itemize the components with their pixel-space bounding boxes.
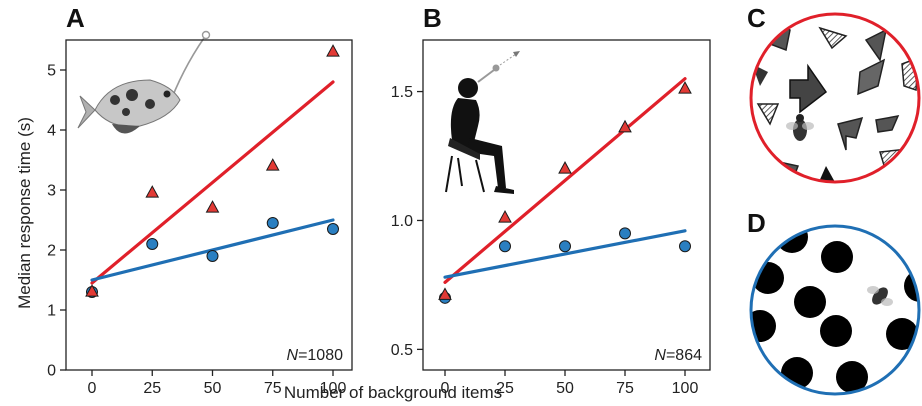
data-point-circle xyxy=(619,227,631,240)
y-tick-label: 2 xyxy=(47,243,56,260)
data-point-triangle xyxy=(145,185,160,198)
panel-label-c: C xyxy=(747,3,766,33)
y-tick-label: 4 xyxy=(47,123,56,140)
data-point-circle xyxy=(499,240,511,253)
fly-icon xyxy=(867,286,893,306)
y-tick-label: 1.0 xyxy=(391,213,413,230)
fit-line-red xyxy=(90,80,335,285)
archerfish-icon xyxy=(77,30,211,134)
x-tick-label: 0 xyxy=(88,380,97,397)
y-axis-label: Median response time (s) xyxy=(15,117,34,309)
plot-frame-b xyxy=(422,39,711,371)
y-tick-label: 0 xyxy=(47,363,56,380)
data-point-circle xyxy=(679,240,691,253)
y-tick-label: 0.5 xyxy=(391,342,413,359)
data-point-triangle xyxy=(85,284,99,297)
data-point-circle xyxy=(327,223,339,235)
human-with-blowpipe-icon xyxy=(445,51,520,194)
panel-label-b: B xyxy=(423,3,442,33)
data-point-triangle xyxy=(678,81,692,94)
x-tick-label: 75 xyxy=(616,380,634,397)
data-point-circle xyxy=(559,240,571,253)
sample-size-annotation-a: N=1080 xyxy=(287,347,344,364)
panel-label-a: A xyxy=(66,3,85,33)
panel-c-border xyxy=(749,12,921,184)
data-point-triangle xyxy=(618,119,632,133)
data-point-triangle xyxy=(498,210,512,223)
x-axis-label: Number of background items xyxy=(284,383,502,402)
y-tick-label: 3 xyxy=(47,183,56,200)
panel-d-border xyxy=(749,224,921,396)
stimulus-panel-d xyxy=(749,224,921,396)
data-point-triangle xyxy=(265,158,280,171)
x-tick-label: 25 xyxy=(143,380,161,397)
plot-b: N=864 0.5 1.0 1.5 0 25 50 75 100 xyxy=(391,39,711,397)
data-point-triangle xyxy=(205,200,220,213)
data-point-triangle xyxy=(438,287,452,300)
x-tick-label: 50 xyxy=(556,380,574,397)
fly-icon xyxy=(786,114,814,141)
data-point-circle xyxy=(266,217,279,229)
plot-frame-a xyxy=(65,39,353,371)
y-tick-label: 5 xyxy=(47,63,56,80)
data-point-triangle xyxy=(558,161,572,174)
fit-line-red xyxy=(443,77,687,284)
stimulus-panel-c xyxy=(749,12,921,184)
data-point-circle xyxy=(146,238,159,250)
data-point-circle xyxy=(206,250,219,262)
x-tick-label: 100 xyxy=(672,380,699,397)
x-tick-label: 75 xyxy=(264,380,282,397)
x-tick-label: 50 xyxy=(204,380,222,397)
x-tick-label: 0 xyxy=(441,380,450,397)
x-tick-label: 25 xyxy=(496,380,514,397)
panel-label-d: D xyxy=(747,208,766,238)
y-tick-label: 1 xyxy=(47,303,56,320)
y-tick-label: 1.5 xyxy=(391,84,413,101)
x-tick-label: 100 xyxy=(320,380,347,397)
sample-size-annotation-b: N=864 xyxy=(654,347,702,364)
fit-line-blue xyxy=(443,229,687,279)
data-point-triangle xyxy=(326,44,340,57)
